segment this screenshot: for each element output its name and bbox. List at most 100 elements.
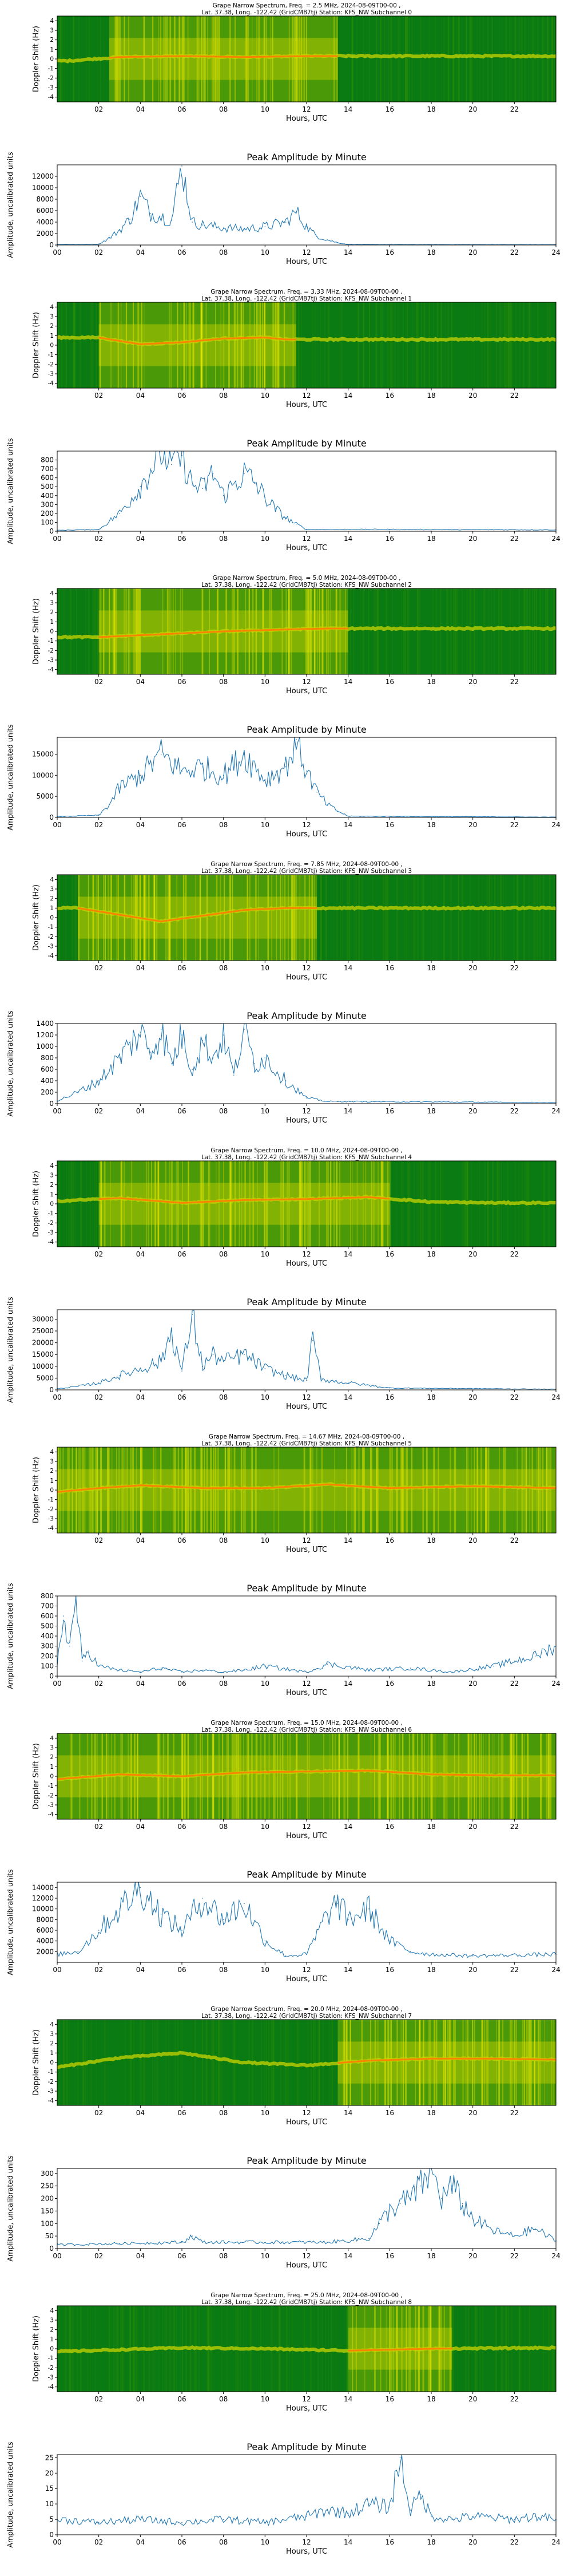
data-point xyxy=(493,2230,494,2232)
streak xyxy=(529,588,531,674)
streak xyxy=(542,875,545,961)
spectrogram-0: Grape Narrow Spectrum, Freq. = 2.5 MHz, … xyxy=(32,2,557,123)
data-point xyxy=(306,529,307,530)
streak xyxy=(538,1447,539,1533)
x-tick-label: 06 xyxy=(177,1107,186,1115)
streak xyxy=(510,16,511,102)
streak xyxy=(251,1733,253,1819)
data-point xyxy=(140,1032,141,1033)
streak xyxy=(511,2020,513,2105)
x-tick-label: 10 xyxy=(261,105,269,113)
x-tick-label: 16 xyxy=(386,2395,394,2403)
y-tick-label: 10 xyxy=(45,2500,54,2508)
y-tick-label: -2 xyxy=(48,647,54,654)
streak xyxy=(125,588,127,674)
x-tick-label: 08 xyxy=(219,535,228,543)
spectrogram-subtitle: Lat. 37.38, Long. -122.42 (GridCM87tj) S… xyxy=(201,868,412,875)
streak xyxy=(403,588,405,674)
streak xyxy=(406,1447,407,1533)
streak xyxy=(117,875,119,961)
streak xyxy=(188,1447,189,1533)
streak xyxy=(305,16,307,102)
streak xyxy=(109,588,110,674)
y-tick-label: 0 xyxy=(49,1672,54,1680)
data-point xyxy=(534,1656,536,1657)
x-tick-label: 06 xyxy=(177,2252,186,2260)
streak xyxy=(315,2020,316,2105)
x-tick-label: 20 xyxy=(468,964,477,972)
amplitude-frame xyxy=(57,1309,557,1390)
y-tick-label: -2 xyxy=(48,1220,54,1227)
data-point xyxy=(337,811,339,812)
streak xyxy=(112,588,114,674)
streak xyxy=(157,2020,159,2105)
streak xyxy=(388,1733,390,1819)
streak xyxy=(454,2020,455,2105)
streak xyxy=(272,302,274,388)
streak xyxy=(277,1733,279,1819)
streak xyxy=(107,1447,108,1533)
streak xyxy=(531,1447,534,1533)
streak xyxy=(420,1733,423,1819)
streak xyxy=(94,588,96,674)
streak xyxy=(391,302,392,388)
y-tick-label: 10000 xyxy=(32,1362,54,1370)
streak xyxy=(137,588,138,674)
streak xyxy=(92,1161,93,1247)
y-tick-label: 20 xyxy=(45,2469,54,2477)
streak xyxy=(518,588,520,674)
y-tick-label: -3 xyxy=(48,1802,54,1809)
streak xyxy=(165,875,166,961)
y-tick-label: -1 xyxy=(48,351,54,358)
amplitude-frame xyxy=(57,737,557,818)
streak xyxy=(547,302,549,388)
amplitude-series xyxy=(57,1882,556,1958)
streak xyxy=(339,588,340,674)
streak xyxy=(245,16,248,102)
streak xyxy=(153,875,156,961)
streak xyxy=(252,1447,253,1533)
streak xyxy=(363,1447,365,1533)
data-point xyxy=(202,1898,204,1899)
streak xyxy=(308,588,310,674)
streak xyxy=(334,1447,335,1533)
streak xyxy=(177,2020,178,2105)
data-point xyxy=(514,2519,515,2520)
y-axis-label: Doppler Shift (Hz) xyxy=(32,1743,41,1809)
streak xyxy=(412,1733,414,1819)
streak xyxy=(70,2306,72,2392)
streak xyxy=(510,302,512,388)
x-tick-label: 08 xyxy=(219,1393,228,1401)
streak xyxy=(72,1161,74,1247)
streak xyxy=(422,1161,424,1247)
x-tick-label: 24 xyxy=(551,1680,560,1688)
streak xyxy=(417,1733,418,1819)
x-tick-label: 16 xyxy=(386,2109,394,2117)
streak xyxy=(113,588,116,674)
streak xyxy=(232,875,233,961)
data-point xyxy=(296,738,297,740)
streak xyxy=(348,875,351,961)
streak xyxy=(307,2020,309,2105)
streak xyxy=(414,875,415,961)
streak xyxy=(296,2020,298,2105)
streak xyxy=(448,2020,450,2105)
streak xyxy=(218,2020,220,2105)
streak xyxy=(137,588,140,674)
y-tick-label: 0 xyxy=(49,1386,54,1394)
data-point xyxy=(264,1057,266,1058)
data-point xyxy=(171,1330,172,1332)
y-tick-label: 100 xyxy=(41,2219,54,2227)
y-tick-label: -1 xyxy=(48,924,54,931)
x-axis-label: Hours, UTC xyxy=(286,1116,327,1125)
y-axis-label: Amplitude, uncalibrated units xyxy=(6,1010,14,1116)
streak xyxy=(108,1447,110,1533)
streak xyxy=(335,588,337,674)
streak xyxy=(368,302,371,388)
streak xyxy=(71,1161,73,1247)
data-point xyxy=(410,2198,411,2199)
active-core xyxy=(98,324,296,366)
streak xyxy=(183,302,185,388)
streak xyxy=(542,1447,544,1533)
streak xyxy=(529,2020,530,2105)
